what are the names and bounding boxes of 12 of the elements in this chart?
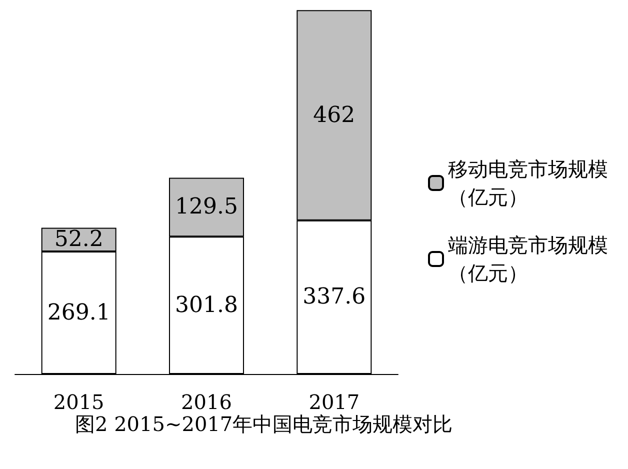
data-label: 337.6 — [302, 284, 366, 310]
data-label: 269.1 — [47, 300, 110, 326]
x-tick-label: 2016 — [181, 390, 232, 414]
x-tick-label: 2017 — [308, 390, 360, 414]
data-label: 301.8 — [175, 292, 238, 318]
legend-label: 端游电竞市场规模（亿元） — [448, 233, 608, 285]
data-label: 462 — [313, 102, 356, 128]
legend-label: 移动电竞市场规模（亿元） — [448, 157, 608, 209]
data-label: 52.2 — [54, 227, 104, 252]
x-tick-label: 2015 — [53, 390, 104, 414]
text: 图2 2015~2017年中国电竞市场规模对比 — [75, 412, 453, 436]
data-label: 129.5 — [175, 194, 238, 220]
